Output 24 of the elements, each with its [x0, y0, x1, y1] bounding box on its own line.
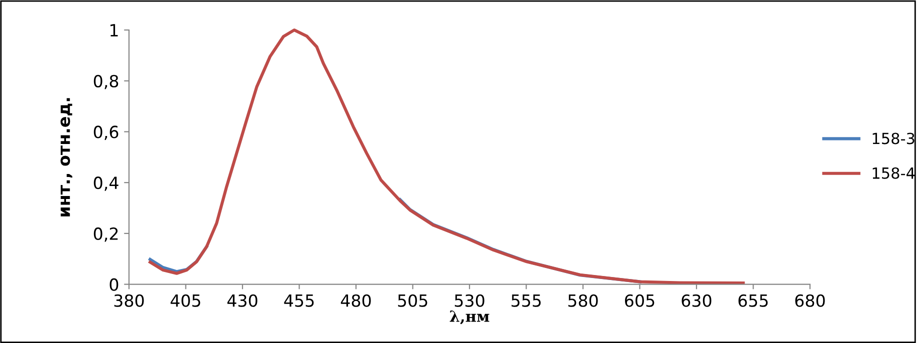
- line-series: [148, 28, 745, 285]
- x-tick-label: 430: [227, 294, 258, 307]
- x-tick-label: 580: [568, 294, 598, 307]
- x-tick-label: 505: [398, 294, 428, 307]
- y-tick-label: 0,4: [94, 176, 118, 191]
- x-tick-label: 655: [738, 294, 768, 307]
- x-tick-label: 380: [114, 294, 144, 307]
- x-tick-label: 630: [682, 294, 712, 307]
- y-axis-title: инт., отн.ед.: [60, 98, 72, 216]
- x-axis-title: λ,нм: [450, 310, 490, 324]
- y-tick-label: 1: [110, 24, 118, 36]
- legend-label: 158-3: [872, 132, 914, 144]
- y-tick-label: 0,2: [94, 227, 118, 242]
- x-tick-label: 605: [625, 294, 654, 307]
- x-tick-label: 455: [284, 294, 314, 307]
- x-tick-label: 530: [454, 294, 484, 307]
- y-tick-label: 0,8: [94, 74, 118, 90]
- x-tick-label: 555: [512, 294, 541, 307]
- y-tick-label: 0,6: [94, 126, 118, 140]
- x-tick-label: 405: [170, 294, 200, 307]
- y-tick-label: 0: [110, 278, 118, 291]
- legend-label: 158-4: [872, 167, 915, 179]
- x-tick-label: 680: [795, 294, 825, 307]
- x-tick-label: 480: [340, 294, 371, 307]
